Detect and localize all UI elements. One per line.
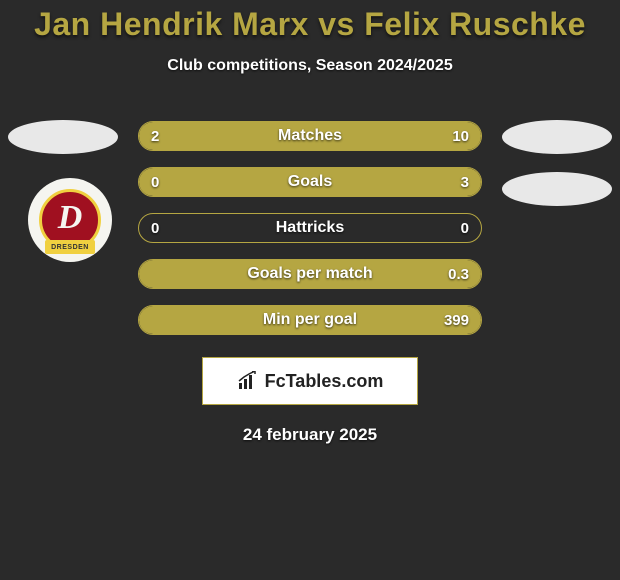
- stat-value-left: 2: [151, 128, 159, 145]
- stat-value-right: 0.3: [448, 266, 469, 283]
- player-left-avatar: [8, 120, 118, 154]
- stat-value-left: 0: [151, 220, 159, 237]
- stat-label: Goals: [139, 173, 481, 191]
- stat-value-right: 10: [452, 128, 469, 145]
- club-right-avatar: [502, 172, 612, 206]
- stat-value-left: 0: [151, 174, 159, 191]
- brand-box[interactable]: FcTables.com: [202, 357, 418, 405]
- stat-label: Hattricks: [139, 219, 481, 237]
- stat-row: Hattricks0 0: [138, 213, 482, 243]
- club-badge-letter: D: [58, 201, 83, 235]
- brand-text: FcTables.com: [265, 371, 384, 392]
- footer-date: 24 february 2025: [0, 425, 620, 445]
- player-right-avatar: [502, 120, 612, 154]
- stat-label: Goals per match: [139, 265, 481, 283]
- stat-value-right: 3: [461, 174, 469, 191]
- stat-row: Min per goal399: [138, 305, 482, 335]
- club-left-badge: D DRESDEN: [28, 178, 112, 262]
- stat-row: Goals0 3: [138, 167, 482, 197]
- club-badge-inner: D DRESDEN: [39, 189, 101, 251]
- comparison-card: Jan Hendrik Marx vs Felix Ruschke Club c…: [0, 0, 620, 445]
- stat-label: Min per goal: [139, 311, 481, 329]
- stat-row: Goals per match0.3: [138, 259, 482, 289]
- stats-list: Matches210Goals03Hattricks00Goals per ma…: [138, 121, 482, 335]
- stat-row: Matches2 10: [138, 121, 482, 151]
- page-subtitle: Club competitions, Season 2024/2025: [0, 57, 620, 75]
- stat-label: Matches: [139, 127, 481, 145]
- page-title: Jan Hendrik Marx vs Felix Ruschke: [0, 6, 620, 43]
- chart-icon: [237, 371, 259, 391]
- club-badge-banner: DRESDEN: [45, 240, 95, 254]
- stat-value-right: 0: [461, 220, 469, 237]
- stat-value-right: 399: [444, 312, 469, 329]
